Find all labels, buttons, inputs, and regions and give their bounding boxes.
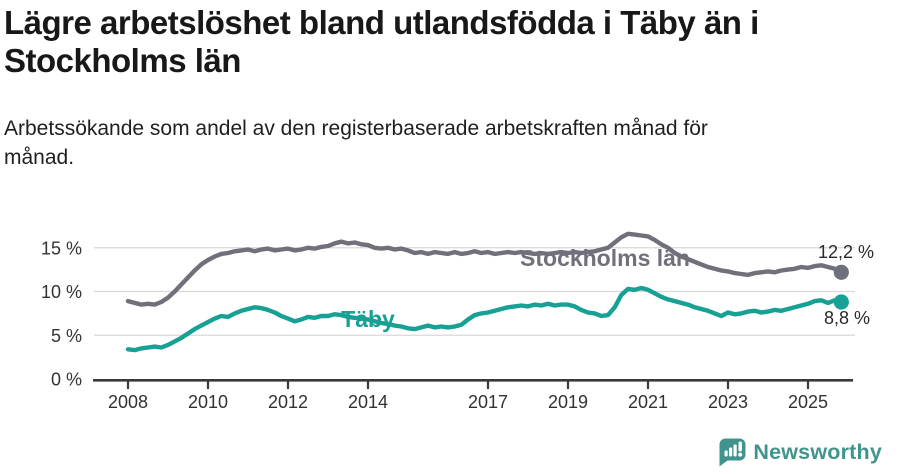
- x-tick-label: 2019: [548, 392, 588, 412]
- chart-title: Lägre arbetslöshet bland utlandsfödda i …: [4, 4, 884, 80]
- series-endpoint-stockholms-lan: [833, 264, 849, 280]
- chart-title-line-1: Lägre arbetslöshet bland utlandsfödda i …: [4, 4, 759, 41]
- x-tick-label: 2008: [108, 392, 148, 412]
- x-tick-label: 2025: [788, 392, 828, 412]
- x-axis-tick-labels: 2008 2010 2012 2014 2017 2019 2021 2023 2025: [108, 392, 828, 412]
- chart-subtitle: Arbetssökande som andel av den registerb…: [4, 114, 864, 172]
- newsworthy-logo: Newsworthy: [718, 437, 882, 467]
- end-value-label-stockholms-lan: 12,2 %: [818, 242, 874, 262]
- x-axis-ticks: [126, 381, 810, 389]
- x-tick-label: 2010: [188, 392, 228, 412]
- newsworthy-wordmark: Newsworthy: [753, 439, 882, 464]
- y-tick-label: 0 %: [51, 370, 82, 390]
- series-label-stockholms-lan: Stockholms län: [520, 245, 690, 271]
- y-tick-label: 15 %: [41, 238, 82, 258]
- gridlines: [94, 247, 855, 336]
- series-label-taby: Täby: [341, 306, 395, 332]
- chart-subtitle-line-2: månad.: [4, 146, 75, 169]
- y-tick-label: 5 %: [51, 326, 82, 346]
- x-tick-label: 2017: [468, 392, 508, 412]
- y-axis-tick-labels: 0 % 5 % 10 % 15 %: [41, 238, 82, 389]
- x-tick-label: 2012: [268, 392, 308, 412]
- x-tick-label: 2023: [708, 392, 748, 412]
- x-tick-label: 2021: [628, 392, 668, 412]
- series-endpoint-taby: [833, 294, 849, 310]
- chart-subtitle-line-1: Arbetssökande som andel av den registerb…: [4, 117, 708, 140]
- end-value-label-taby: 8,8 %: [824, 308, 870, 328]
- x-tick-label: 2014: [348, 392, 388, 412]
- y-tick-label: 10 %: [41, 282, 82, 302]
- chart-title-line-2: Stockholms län: [4, 42, 241, 79]
- series-line-taby: [125, 285, 844, 353]
- newsworthy-icon: [719, 438, 746, 467]
- series-line-stockholms-lan: [125, 231, 844, 307]
